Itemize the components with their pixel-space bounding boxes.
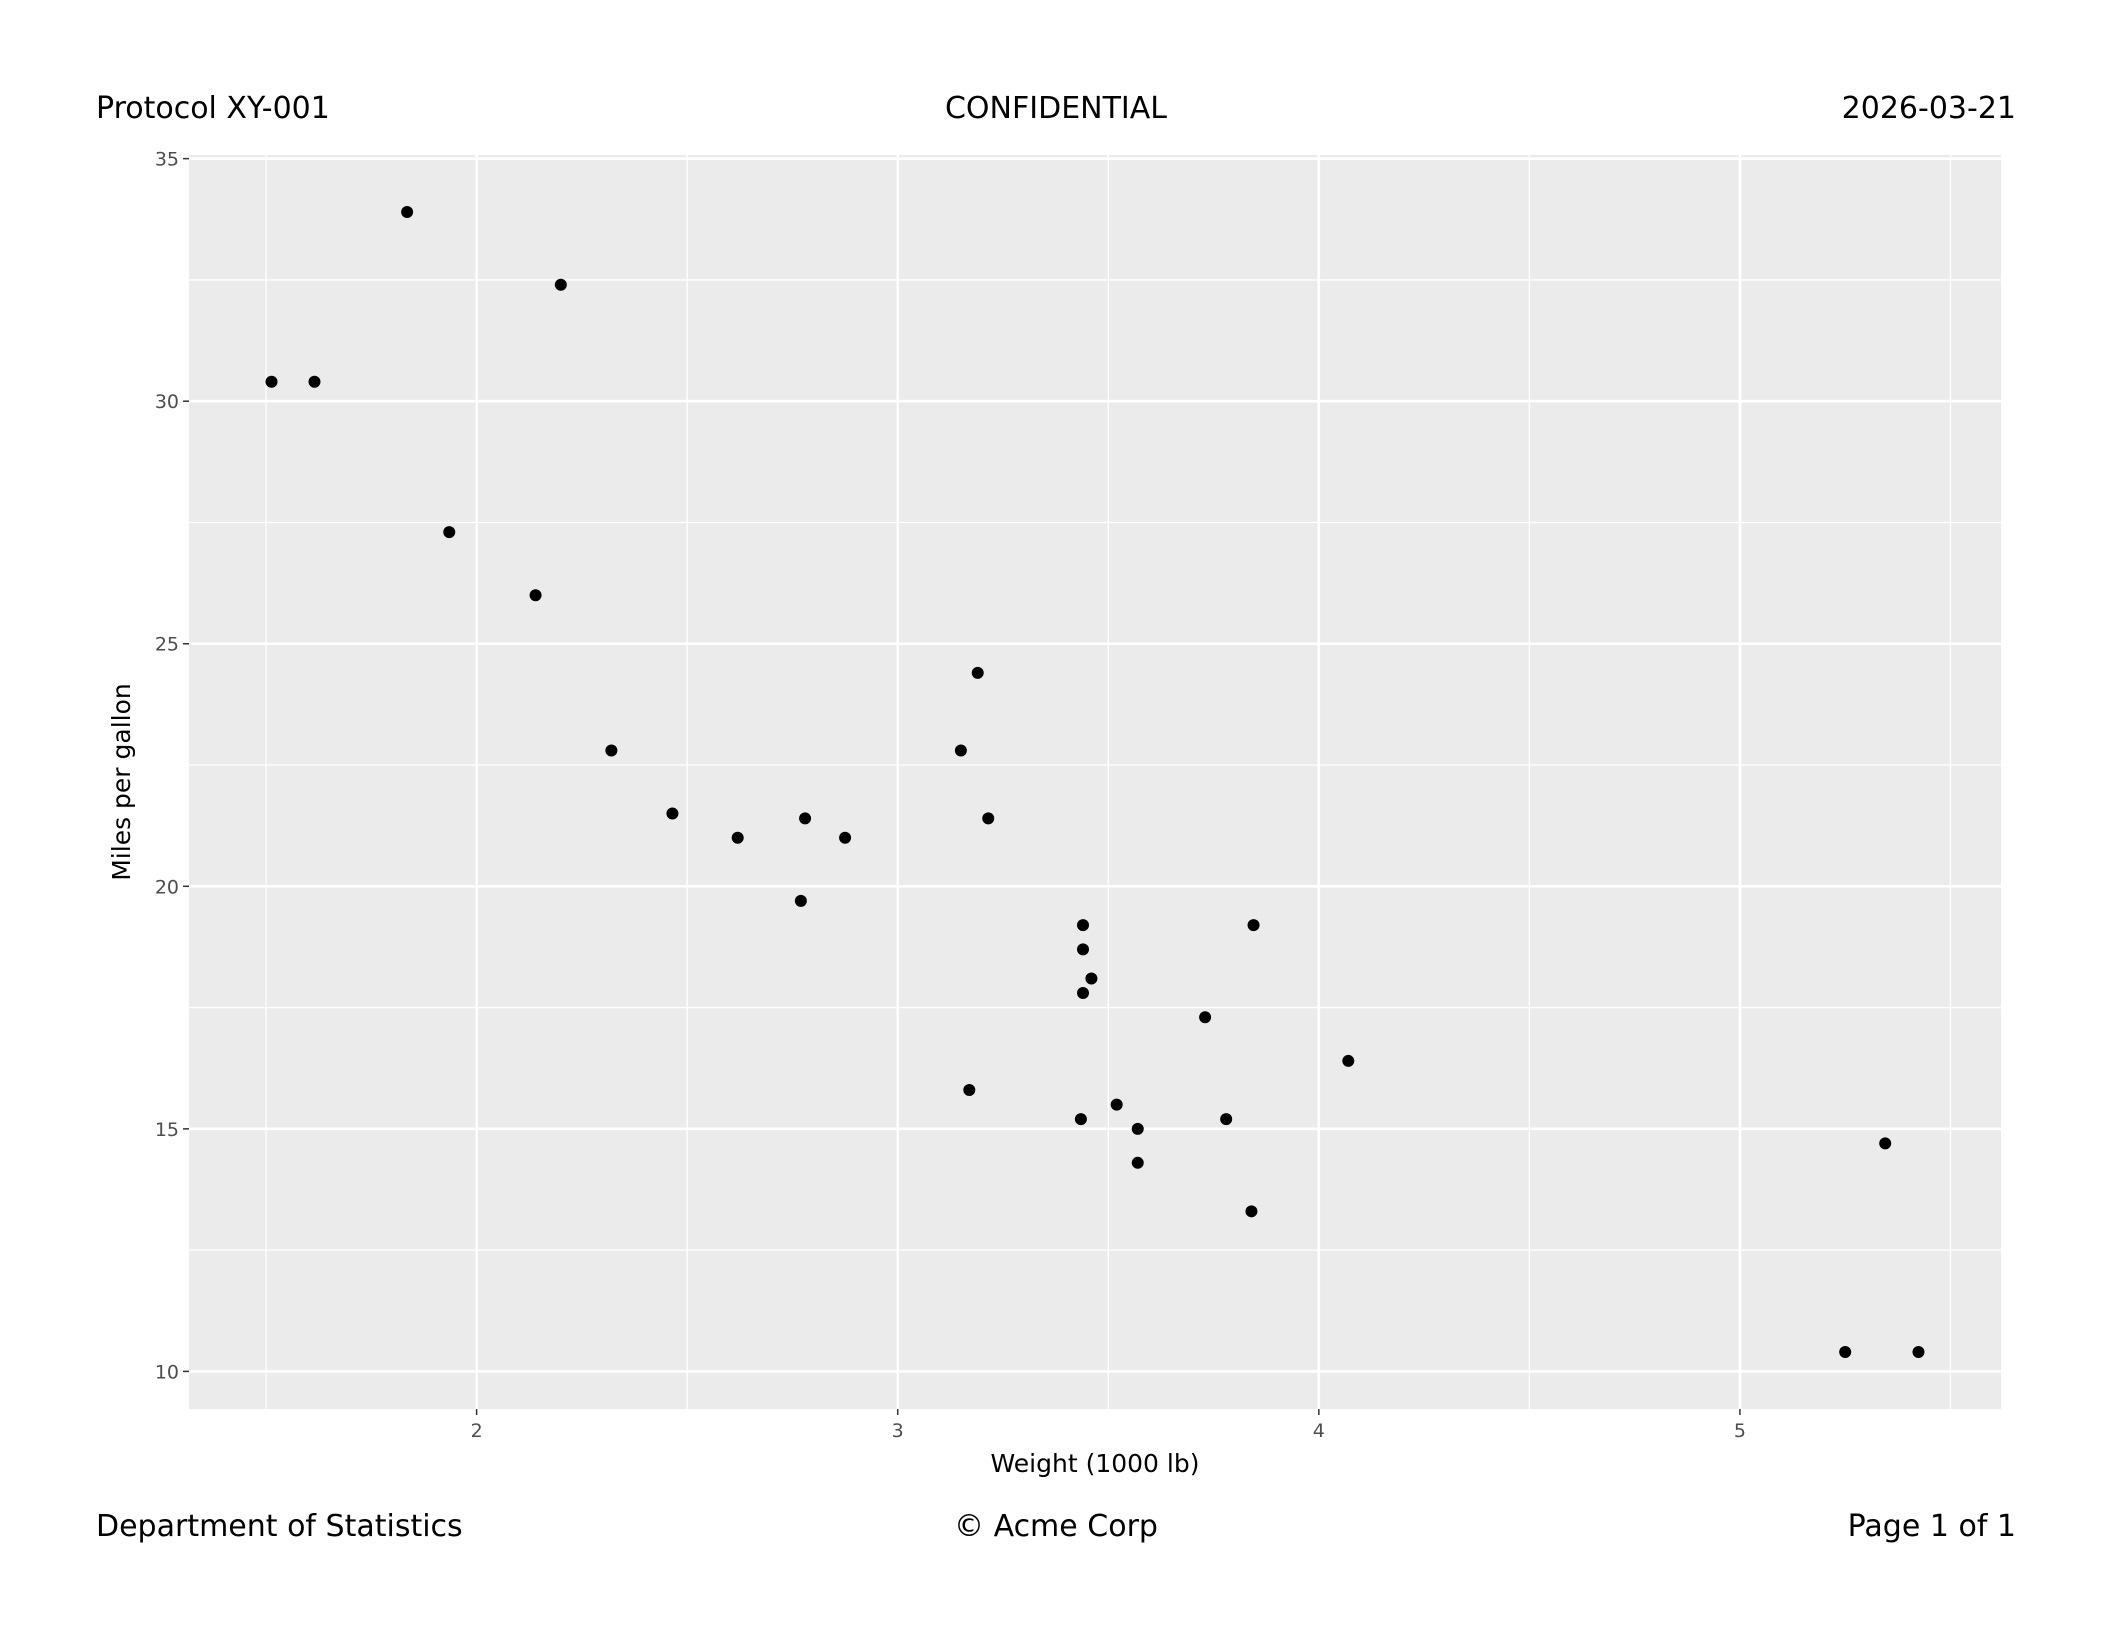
data-point: [954, 744, 967, 757]
y-tick-label: 10: [155, 1361, 179, 1383]
data-point: [443, 526, 456, 539]
data-point: [1110, 1098, 1123, 1111]
data-point: [554, 278, 567, 291]
y-tick-label: 20: [155, 876, 179, 898]
y-tick-label: 35: [155, 149, 179, 171]
header-left: Protocol XY-001: [96, 91, 330, 126]
data-point: [1076, 943, 1089, 956]
y-tick-label: 15: [155, 1119, 179, 1141]
data-point: [1247, 919, 1260, 932]
data-points: [265, 206, 1925, 1358]
y-tick-label: 30: [155, 391, 179, 413]
header-center: CONFIDENTIAL: [945, 91, 1167, 126]
data-point: [1074, 1113, 1087, 1126]
data-point: [839, 831, 852, 844]
data-point: [308, 375, 321, 388]
data-point: [605, 744, 618, 757]
data-point: [799, 812, 812, 825]
footer-right: Page 1 of 1: [1848, 1509, 2016, 1544]
data-point: [1220, 1113, 1233, 1126]
data-point: [401, 206, 414, 218]
footer-center: © Acme Corp: [954, 1509, 1158, 1544]
data-point: [794, 894, 807, 907]
data-point: [731, 831, 744, 844]
data-point: [265, 375, 278, 388]
footer-left: Department of Statistics: [96, 1509, 463, 1544]
data-point: [1131, 1156, 1144, 1169]
data-point: [1245, 1205, 1258, 1218]
data-point: [1912, 1346, 1925, 1358]
data-point: [982, 812, 995, 825]
y-axis-title: Miles per gallon: [107, 683, 136, 881]
x-axis-title: Weight (1000 lb): [991, 1449, 1200, 1478]
data-point: [666, 807, 679, 820]
x-tick-label: 4: [1313, 1420, 1325, 1442]
data-point: [1199, 1011, 1212, 1024]
grid-lines: [189, 155, 2001, 1409]
data-point: [529, 589, 542, 602]
data-point: [1131, 1122, 1144, 1135]
data-point: [1879, 1137, 1892, 1150]
data-point: [1076, 987, 1089, 1000]
x-tick-label: 5: [1734, 1420, 1746, 1442]
data-point: [1076, 919, 1089, 932]
data-point: [963, 1084, 976, 1097]
data-point: [1085, 972, 1098, 985]
plot-panel: [189, 155, 2001, 1409]
data-point: [1839, 1346, 1852, 1358]
data-point: [971, 666, 984, 679]
y-tick-label: 25: [155, 634, 179, 656]
header-right: 2026-03-21: [1842, 91, 2016, 126]
x-tick-label: 3: [892, 1420, 904, 1442]
x-tick-label: 2: [471, 1420, 483, 1442]
data-point: [1342, 1054, 1355, 1067]
axis-ticks: 2 3 4 5 10 15 20 25 30 35: [155, 149, 1746, 1442]
